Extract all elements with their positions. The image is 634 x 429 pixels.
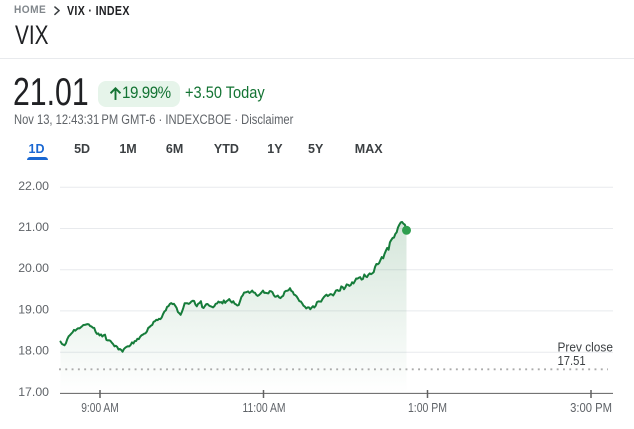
svg-text:22.00: 22.00: [18, 179, 49, 193]
svg-text:11:00 AM: 11:00 AM: [242, 402, 285, 415]
svg-text:21.00: 21.00: [18, 220, 49, 234]
svg-text:17.51: 17.51: [558, 353, 586, 368]
svg-text:Prev close: Prev close: [558, 340, 614, 354]
svg-text:1:00 PM: 1:00 PM: [408, 402, 447, 415]
svg-text:18.00: 18.00: [18, 344, 49, 358]
svg-text:17.00: 17.00: [18, 385, 49, 399]
svg-text:3:00 PM: 3:00 PM: [570, 400, 612, 415]
svg-text:19.00: 19.00: [18, 302, 49, 316]
svg-text:9:00 AM: 9:00 AM: [81, 402, 119, 415]
svg-text:20.00: 20.00: [18, 261, 49, 275]
